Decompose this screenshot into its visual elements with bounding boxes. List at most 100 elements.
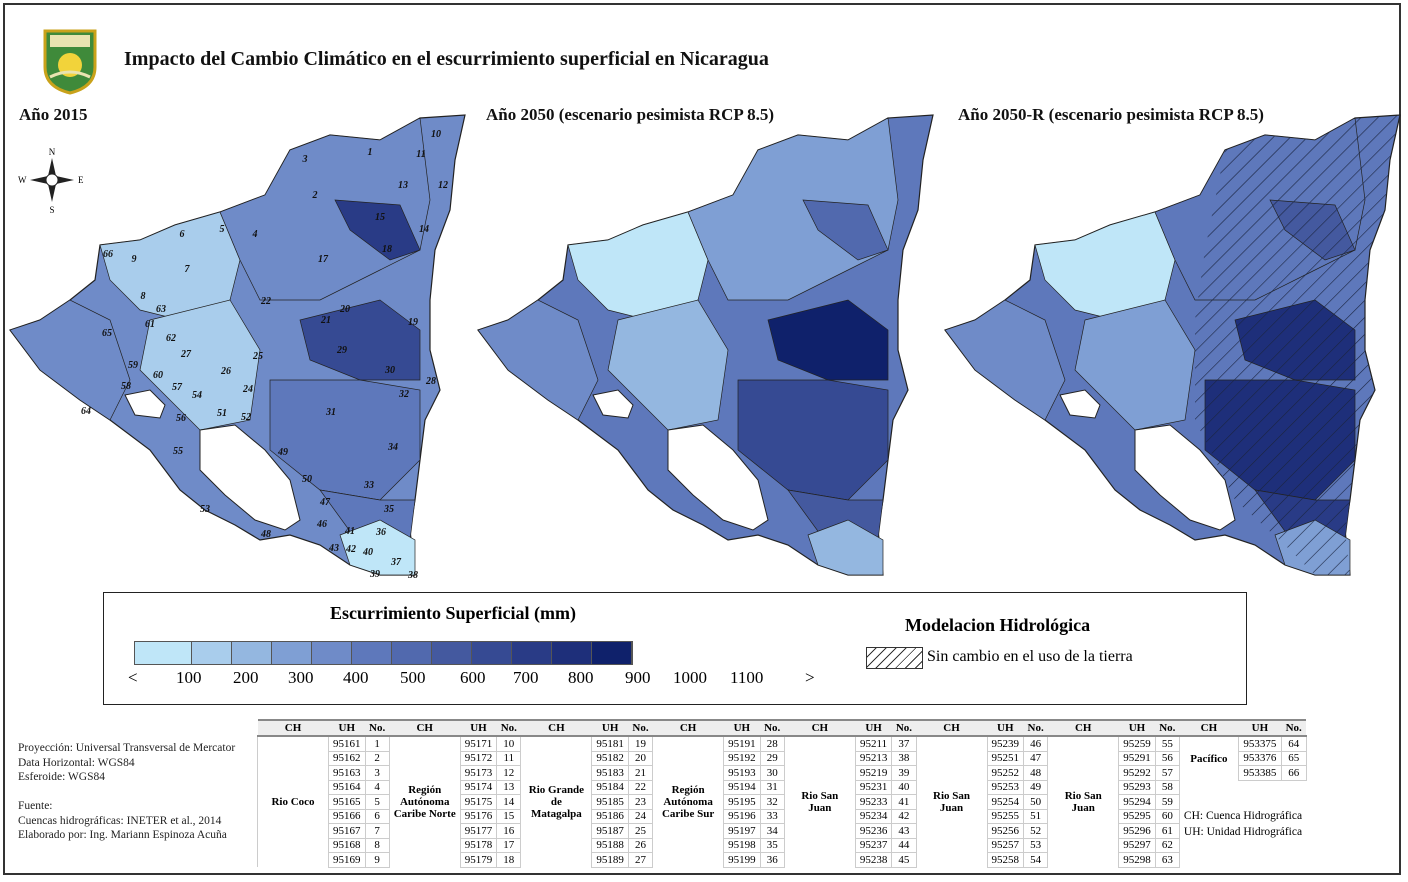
unit-number: 9 <box>364 852 390 868</box>
unit-number: 40 <box>891 779 917 795</box>
unit-number: 13 <box>496 779 522 795</box>
note-line: Elaborado por: Ing. Mariann Espinoza Acu… <box>18 829 227 841</box>
basin-number-label: 56 <box>176 413 186 424</box>
lake-managua <box>124 389 166 419</box>
unit-number: 5 <box>364 794 390 810</box>
basin-number-label: 2 <box>312 190 318 201</box>
table-header: UH <box>723 719 761 737</box>
unit-number: 38 <box>891 750 917 766</box>
basin-number-label: 60 <box>153 370 163 381</box>
legend-swatch <box>472 642 512 664</box>
table-header: UH <box>855 719 892 737</box>
table-header: CH <box>784 719 856 737</box>
basin-number-label: 17 <box>318 254 329 265</box>
unit-number: 15 <box>496 808 522 824</box>
lake-nicaragua <box>1134 424 1236 531</box>
uh-code: 95291 <box>1118 750 1156 766</box>
unit-number: 34 <box>759 823 785 839</box>
uh-code: 953385 <box>1237 765 1282 781</box>
basin-number-label: 24 <box>242 384 253 395</box>
basin-number-label: 54 <box>192 390 202 401</box>
map-title-2050r: Año 2050-R (escenario pesimista RCP 8.5) <box>958 105 1264 124</box>
basin-number-label: 19 <box>408 317 418 328</box>
uh-code: 95167 <box>328 823 366 839</box>
unit-number: 61 <box>1154 823 1180 839</box>
note-line: Fuente: <box>18 800 53 812</box>
map-base: 1234567891011121314151718192021222425262… <box>9 114 466 581</box>
legend-tick: < <box>128 668 138 687</box>
compass-e: E <box>78 175 84 185</box>
uh-code: 95211 <box>854 735 893 752</box>
uh-code: 95185 <box>591 794 629 810</box>
table-header: No. <box>1155 719 1180 737</box>
map-title-2015: Año 2015 <box>19 105 88 124</box>
map-rcp85 <box>477 114 934 576</box>
unit-number: 35 <box>759 837 785 853</box>
uh-code: 95193 <box>723 765 761 781</box>
table-row: 95166 6 95176 15 95186 24 95196 33 95234 42 95255 5… <box>258 808 1307 824</box>
table-row: 95164 4 95174 13 95184 22 95194 31 95231 40 95253 4… <box>258 779 1307 838</box>
basin-number-label: 27 <box>180 349 192 360</box>
unit-number: 66 <box>1280 765 1307 781</box>
table-header: CH <box>916 719 988 737</box>
basin-number-label: 33 <box>363 480 374 491</box>
basin-number-label: 41 <box>344 526 355 537</box>
sheet-border <box>3 3 1401 875</box>
hatched-area <box>1195 115 1400 575</box>
unit-number: 19 <box>627 735 654 752</box>
table-header: CH <box>1047 719 1119 737</box>
uh-code: 95189 <box>591 852 629 868</box>
uh-code: 95179 <box>459 852 498 868</box>
basin-number-label: 4 <box>252 229 258 240</box>
table-row: 95167 7 95177 16 95187 25 95197 34 95236 43 95256 5… <box>258 823 1307 839</box>
uh-code: 95231 <box>854 779 893 795</box>
uh-code: 95173 <box>459 765 498 781</box>
main-title: Impacto del Cambio Climático en el escur… <box>124 48 769 70</box>
legend-swatch <box>312 642 352 664</box>
uh-code: 95233 <box>854 794 893 810</box>
note-line: Proyección: Universal Transversal de Mer… <box>18 742 236 754</box>
basin-region <box>767 299 889 381</box>
basin-number-label: 35 <box>383 504 394 515</box>
uh-code: 95238 <box>854 852 893 868</box>
basin-number-label: 10 <box>431 129 441 140</box>
legend-color-ramp <box>134 641 633 665</box>
basin-number-label: 29 <box>336 345 347 356</box>
uh-code: 95252 <box>986 765 1025 781</box>
unit-number: 12 <box>496 765 522 781</box>
basin-number-label: 1 <box>368 147 373 158</box>
basin-number-label: 59 <box>128 360 138 371</box>
legend-swatch <box>272 642 312 664</box>
unit-number: 43 <box>891 823 917 839</box>
table-header: No. <box>1023 719 1048 737</box>
unit-number: 16 <box>496 823 522 839</box>
unit-number: 56 <box>1154 750 1180 766</box>
unit-number: 8 <box>364 837 390 853</box>
unit-number: 60 <box>1154 808 1180 824</box>
uh-code: 95195 <box>723 794 761 810</box>
basin-number-label: 13 <box>398 180 408 191</box>
uh-code: 95296 <box>1118 823 1156 839</box>
table-header: CH <box>652 719 724 737</box>
basin-name: Rio San Juan <box>783 736 856 867</box>
unit-number: 45 <box>891 852 917 868</box>
uh-code: 95178 <box>459 837 498 853</box>
unit-number: 49 <box>1023 779 1049 795</box>
basin-number-label: 6 <box>180 229 185 240</box>
table-header: No. <box>891 719 917 737</box>
basin-number-label: 26 <box>220 366 231 377</box>
basin-name: Rio San Juan <box>915 736 988 867</box>
table-header: CH <box>257 719 329 737</box>
legend-tick: 400 <box>343 668 369 687</box>
basin-name: Rio Grande de Matagalpa <box>520 736 592 867</box>
basin-region <box>219 117 431 301</box>
table-header: CH <box>520 719 592 737</box>
unit-number: 58 <box>1154 779 1180 795</box>
basin-number-label: 14 <box>419 224 429 235</box>
basin-number-label: 66 <box>103 249 113 260</box>
uh-code: 95234 <box>854 808 893 824</box>
uh-code: 95253 <box>986 779 1025 795</box>
unit-number: 4 <box>364 779 390 795</box>
basin-number-label: 57 <box>172 382 183 393</box>
legend-tick: > <box>805 668 815 687</box>
